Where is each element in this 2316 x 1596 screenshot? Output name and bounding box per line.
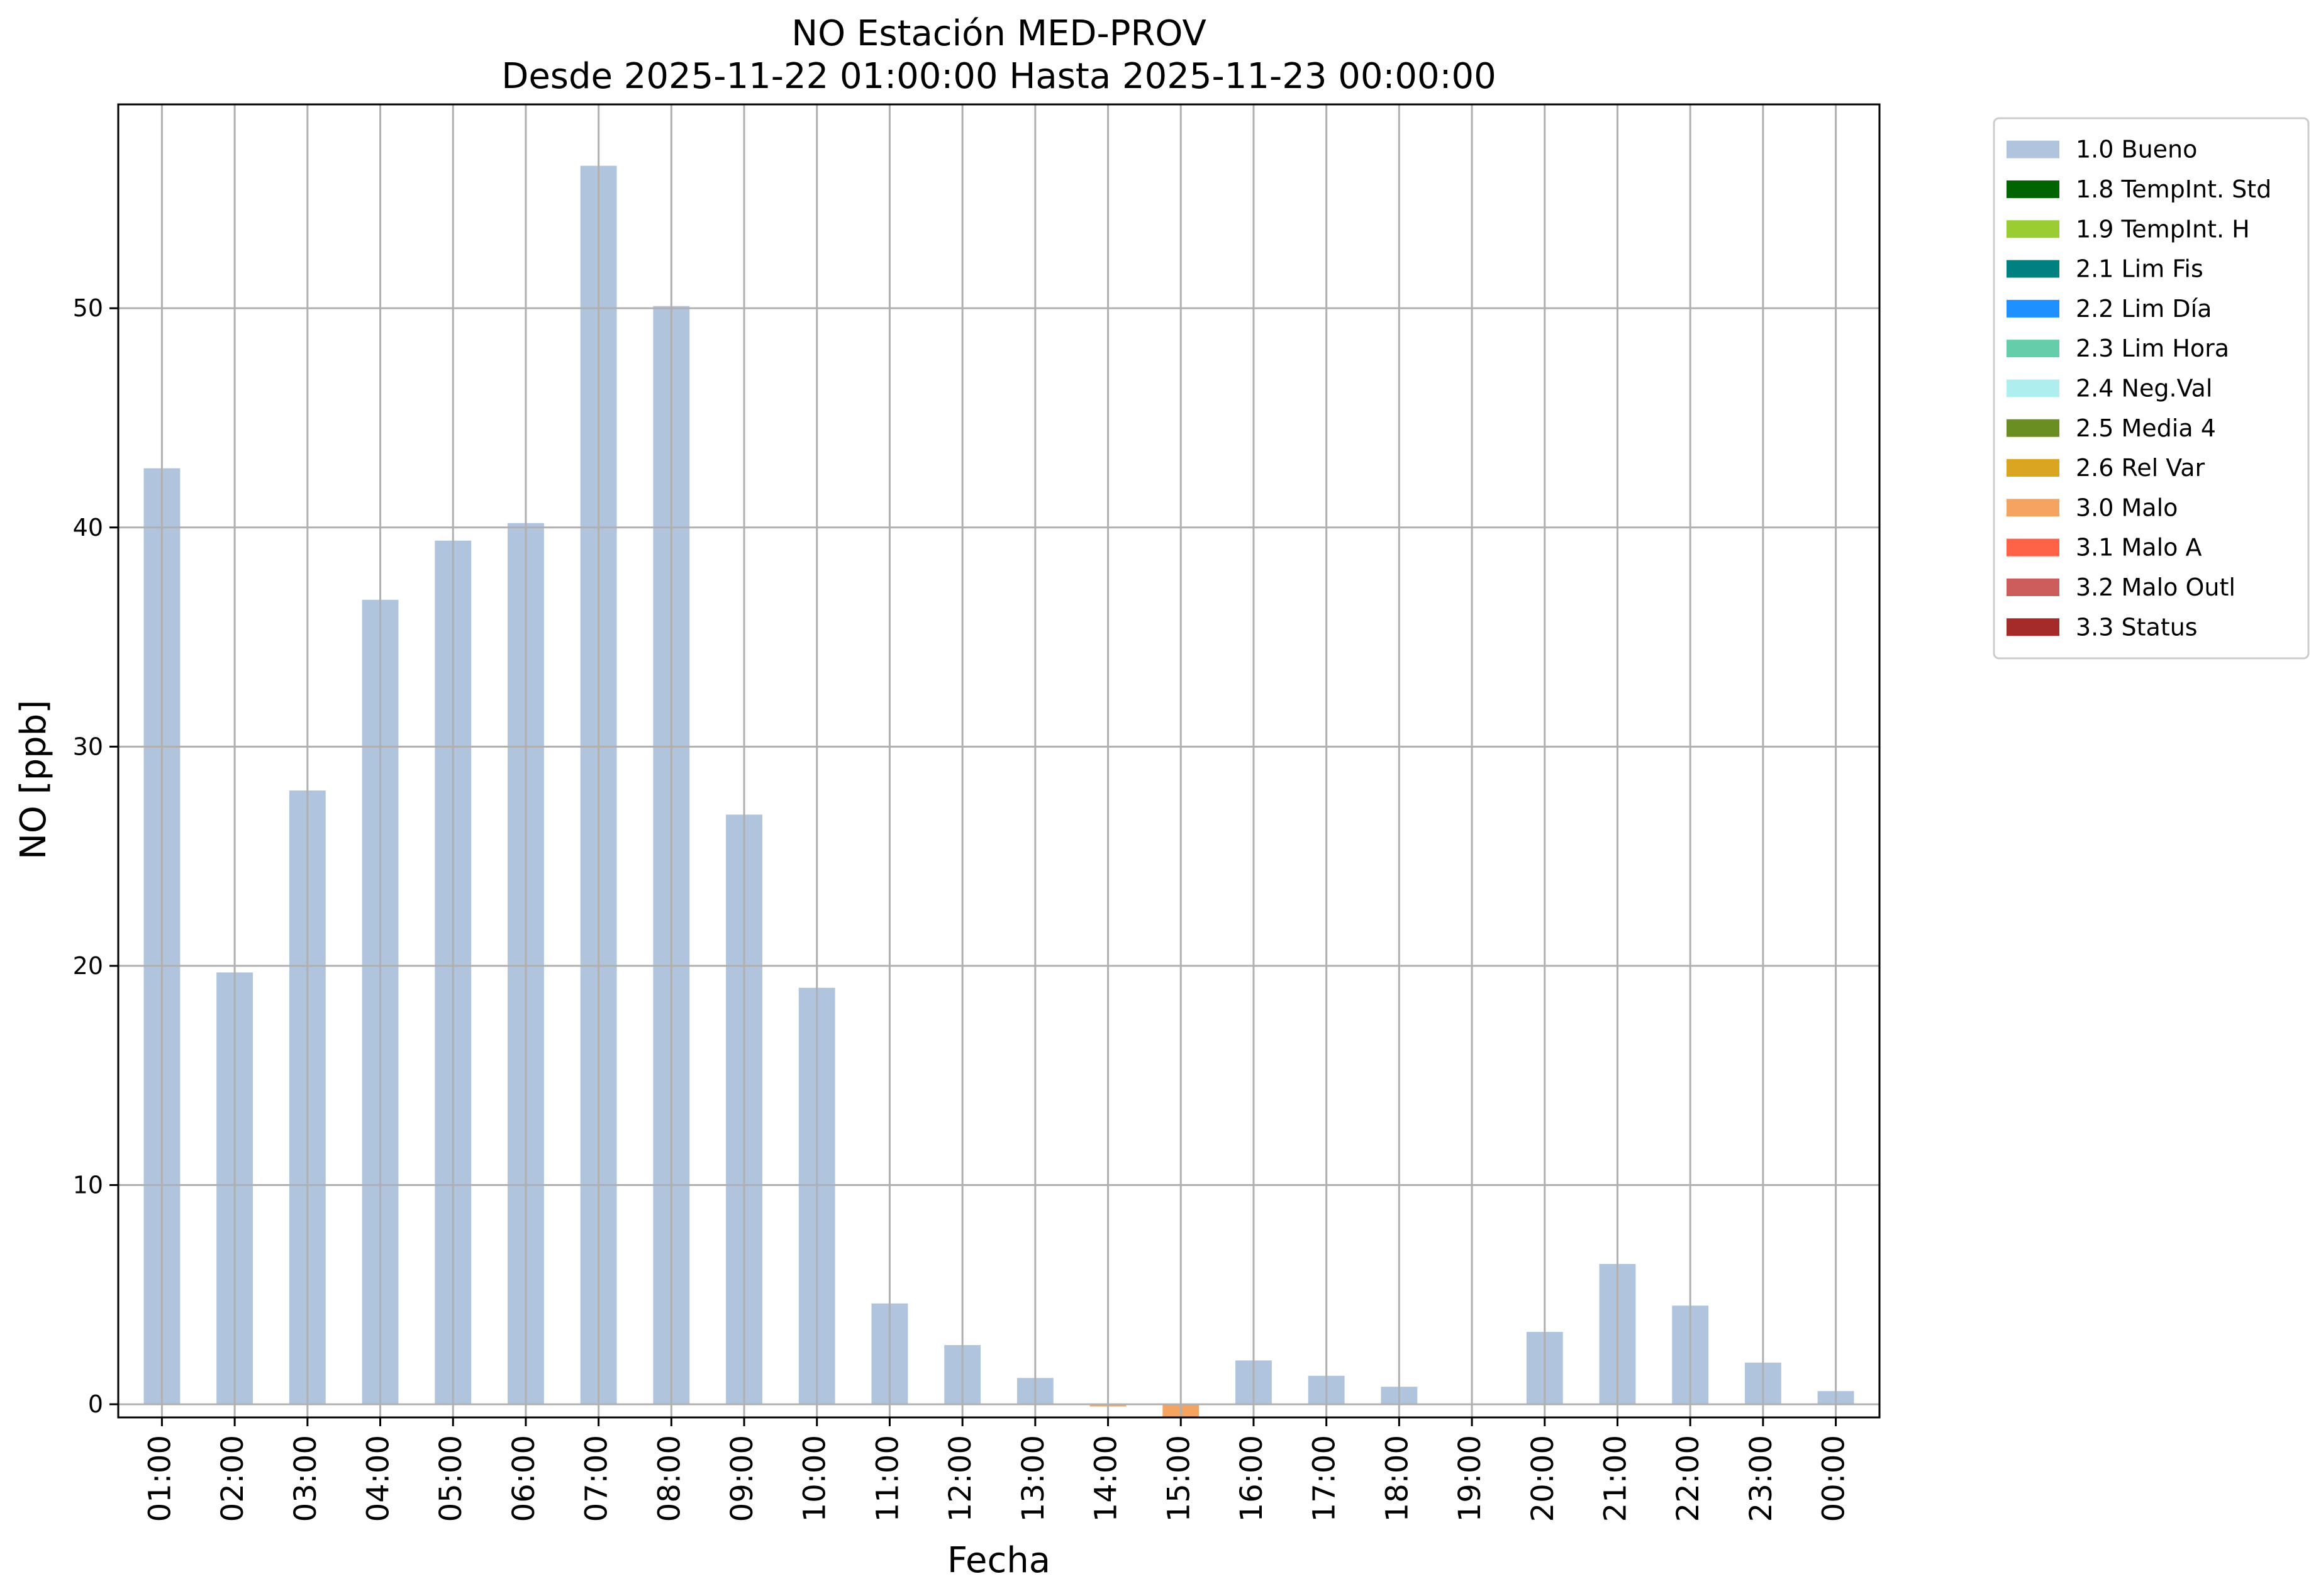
x-tick-label-0900: 09:00: [725, 1435, 760, 1522]
x-tick-label-2300: 23:00: [1744, 1435, 1779, 1522]
legend-label-2-3-lim-hora: 2.3 Lim Hora: [2076, 335, 2229, 362]
x-tick-label-0600: 06:00: [506, 1435, 542, 1522]
y-tick-label: 10: [73, 1172, 103, 1199]
legend-label-2-6-rel-var: 2.6 Rel Var: [2076, 454, 2205, 482]
plot-area: 0 10 20 30 40 50 01:00 02:00 03:00 04:00 05:00 06:0…: [73, 103, 1881, 1522]
legend-swatch-3-3-status: [2007, 618, 2059, 636]
x-tick-label-0300: 03:00: [288, 1435, 323, 1522]
x-tick-label-1400: 14:00: [1089, 1435, 1124, 1522]
x-tick-label-0800: 08:00: [652, 1435, 687, 1522]
legend-swatch-1-0-bueno: [2007, 140, 2059, 158]
legend-swatch-1-9-tempint-h: [2007, 220, 2059, 238]
legend-label-2-5-media-4: 2.5 Media 4: [2076, 414, 2216, 442]
plot-frame: [117, 103, 1881, 1419]
x-tick-label-2100: 21:00: [1598, 1435, 1633, 1522]
legend-swatch-2-1-lim-fis: [2007, 260, 2059, 278]
y-tick-label: 50: [73, 294, 103, 322]
legend-swatch-2-5-media-4: [2007, 419, 2059, 437]
legend-swatch-3-1-malo-a: [2007, 538, 2059, 557]
x-tick-label-2000: 20:00: [1525, 1435, 1561, 1522]
x-tick-label-1200: 12:00: [943, 1435, 978, 1522]
x-axis-label: Fecha: [947, 1540, 1050, 1581]
chart-title-line-1: NO Estación MED-PROV: [791, 13, 1206, 54]
x-tick-label-1800: 18:00: [1379, 1435, 1415, 1522]
x-tick-label-1700: 17:00: [1307, 1435, 1342, 1522]
legend-swatch-2-4-neg-val: [2007, 379, 2059, 397]
legend-swatch-1-8-tempint-std: [2007, 180, 2059, 198]
x-tick-label-1900: 19:00: [1452, 1435, 1488, 1522]
x-tick-label-1300: 13:00: [1016, 1435, 1051, 1522]
x-tick-label-0000: 00:00: [1817, 1435, 1852, 1522]
legend-swatch-2-3-lim-hora: [2007, 340, 2059, 358]
x-tick-label-0500: 05:00: [433, 1435, 469, 1522]
x-tick-label-0200: 02:00: [215, 1435, 250, 1522]
legend-label-3-2-malo-outl: 3.2 Malo Outl: [2076, 574, 2235, 601]
legend-label-3-1-malo-a: 3.1 Malo A: [2076, 534, 2202, 562]
legend-label-1-0-bueno: 1.0 Bueno: [2076, 136, 2197, 163]
y-axis-label: NO [ppb]: [13, 700, 54, 860]
legend-swatch-3-2-malo-outl: [2007, 578, 2059, 596]
legend-label-3-0-malo: 3.0 Malo: [2076, 494, 2178, 521]
y-tick-label: 0: [88, 1390, 103, 1418]
legend-label-1-8-tempint-std: 1.8 TempInt. Std: [2076, 175, 2271, 203]
legend-label-2-4-neg-val: 2.4 Neg.Val: [2076, 374, 2212, 402]
legend-label-3-3-status: 3.3 Status: [2076, 613, 2198, 641]
legend-label-1-9-tempint-h: 1.9 TempInt. H: [2076, 215, 2250, 243]
legend-swatch-2-2-lim-d-a: [2007, 299, 2059, 318]
legend-swatch-2-6-rel-var: [2007, 459, 2059, 477]
chart-title-line-2: Desde 2025-11-22 01:00:00 Hasta 2025-11-…: [501, 56, 1496, 97]
x-tick-label-1100: 11:00: [870, 1435, 905, 1522]
legend-label-2-1-lim-fis: 2.1 Lim Fis: [2076, 255, 2203, 283]
legend: 1.0 Bueno 1.8 TempInt. Std 1.9 TempInt. H 2…: [1993, 117, 2310, 660]
legend-swatch-3-0-malo: [2007, 499, 2059, 517]
legend-label-2-2-lim-d-a: 2.2 Lim Día: [2076, 295, 2212, 323]
y-tick-label: 40: [73, 514, 103, 541]
x-tick-label-0100: 01:00: [142, 1435, 177, 1522]
x-tick-label-1600: 16:00: [1234, 1435, 1269, 1522]
legend-frame: [1993, 117, 2310, 660]
x-tick-label-2200: 22:00: [1671, 1435, 1706, 1522]
x-tick-label-0400: 04:00: [361, 1435, 396, 1522]
y-tick-label: 30: [73, 733, 103, 760]
x-tick-label-1000: 10:00: [798, 1435, 833, 1522]
x-tick-label-0700: 07:00: [579, 1435, 615, 1522]
x-tick-label-1500: 15:00: [1161, 1435, 1196, 1522]
y-tick-label: 20: [73, 952, 103, 980]
